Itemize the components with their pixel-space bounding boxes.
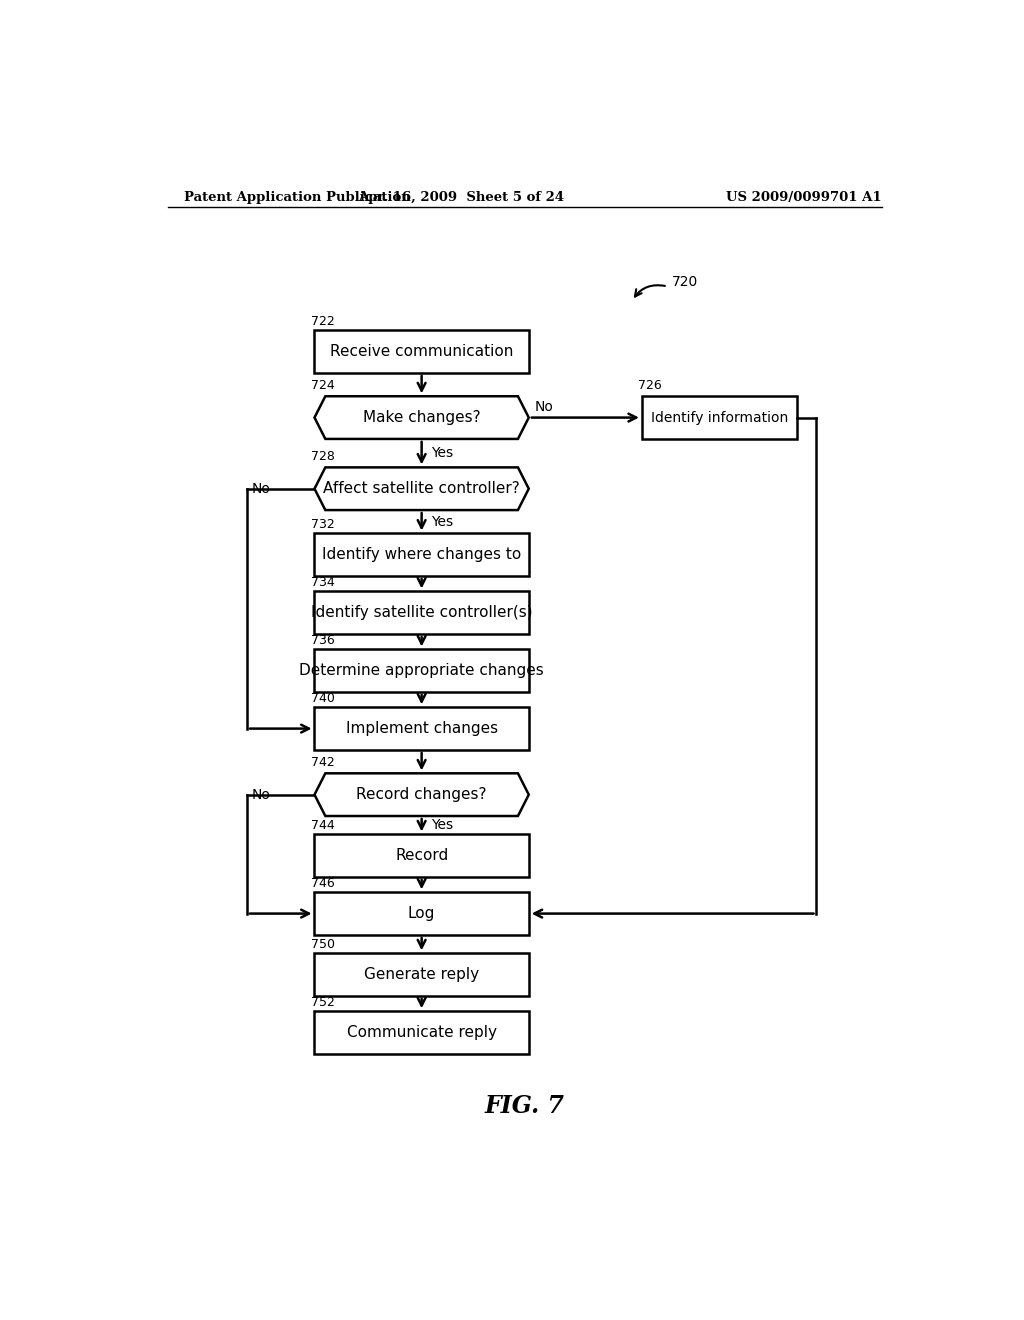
Text: 746: 746 (310, 878, 334, 890)
Polygon shape (314, 774, 528, 816)
Text: Log: Log (408, 906, 435, 921)
Text: Identify where changes to: Identify where changes to (322, 548, 521, 562)
Text: 740: 740 (310, 692, 335, 705)
Text: Record: Record (395, 849, 449, 863)
Text: No: No (252, 788, 270, 801)
Text: 742: 742 (310, 756, 334, 770)
Text: Make changes?: Make changes? (362, 411, 480, 425)
FancyBboxPatch shape (314, 834, 528, 876)
Text: Apr. 16, 2009  Sheet 5 of 24: Apr. 16, 2009 Sheet 5 of 24 (358, 190, 564, 203)
Text: 750: 750 (310, 939, 335, 952)
Text: Generate reply: Generate reply (365, 968, 479, 982)
FancyBboxPatch shape (314, 330, 528, 372)
FancyBboxPatch shape (314, 533, 528, 576)
FancyBboxPatch shape (314, 708, 528, 750)
FancyBboxPatch shape (642, 396, 797, 440)
Text: Affect satellite controller?: Affect satellite controller? (324, 482, 520, 496)
Text: No: No (536, 400, 554, 414)
Text: 734: 734 (310, 577, 334, 589)
FancyBboxPatch shape (314, 953, 528, 995)
Text: 736: 736 (310, 635, 334, 647)
Text: Yes: Yes (431, 818, 454, 832)
Text: Implement changes: Implement changes (345, 721, 498, 737)
Polygon shape (314, 467, 528, 510)
Text: Communicate reply: Communicate reply (347, 1026, 497, 1040)
Text: Yes: Yes (431, 446, 454, 461)
Text: Identify satellite controller(s): Identify satellite controller(s) (311, 606, 532, 620)
Polygon shape (314, 396, 528, 440)
Text: 732: 732 (310, 519, 334, 532)
Text: No: No (252, 482, 270, 496)
FancyBboxPatch shape (314, 649, 528, 692)
Text: Patent Application Publication: Patent Application Publication (183, 190, 411, 203)
Text: 728: 728 (310, 450, 335, 463)
Text: Determine appropriate changes: Determine appropriate changes (299, 663, 544, 678)
Text: Record changes?: Record changes? (356, 787, 486, 803)
FancyBboxPatch shape (314, 1011, 528, 1053)
Text: 722: 722 (310, 315, 334, 329)
Text: 744: 744 (310, 820, 334, 833)
Text: 724: 724 (310, 379, 334, 392)
Text: US 2009/0099701 A1: US 2009/0099701 A1 (726, 190, 882, 203)
Text: Receive communication: Receive communication (330, 345, 513, 359)
FancyBboxPatch shape (314, 892, 528, 935)
Text: 726: 726 (638, 379, 662, 392)
Text: 752: 752 (310, 997, 335, 1008)
Text: FIG. 7: FIG. 7 (484, 1094, 565, 1118)
FancyBboxPatch shape (314, 591, 528, 634)
Text: 720: 720 (672, 276, 698, 289)
Text: Identify information: Identify information (650, 411, 787, 425)
Text: Yes: Yes (431, 515, 454, 529)
